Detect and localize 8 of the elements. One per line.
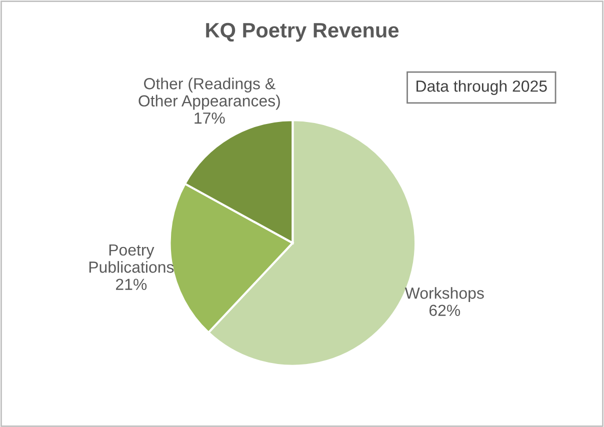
data-label: 21%: [116, 278, 147, 290]
slice-label: Workshops: [404, 287, 484, 302]
data-label: 62%: [429, 304, 460, 316]
slice-label: Poetry Publications: [89, 244, 174, 273]
chart-title: KQ Poetry Revenue: [206, 22, 399, 42]
text: Data through 2025: [416, 80, 547, 95]
data-label: 17%: [194, 112, 225, 124]
slice-label: Other (Readings & Other Appearances): [138, 78, 280, 110]
